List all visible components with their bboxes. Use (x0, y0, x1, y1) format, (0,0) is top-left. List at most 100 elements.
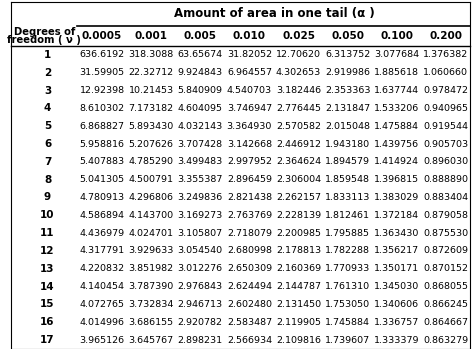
Text: 2.566934: 2.566934 (227, 336, 272, 344)
Text: 4.143700: 4.143700 (128, 211, 173, 220)
Text: 2.920782: 2.920782 (178, 318, 223, 327)
Text: 2.160369: 2.160369 (276, 264, 321, 273)
Text: 1.943180: 1.943180 (325, 140, 370, 149)
Text: 7.173182: 7.173182 (128, 104, 173, 113)
Text: 6.313752: 6.313752 (325, 50, 370, 59)
Text: 10.21453: 10.21453 (128, 86, 173, 95)
Text: 5: 5 (44, 121, 51, 131)
Text: 3.746947: 3.746947 (227, 104, 272, 113)
Text: 3.787390: 3.787390 (128, 282, 174, 291)
Text: 1.533206: 1.533206 (374, 104, 419, 113)
Text: 4.500791: 4.500791 (128, 175, 173, 184)
Text: 31.82052: 31.82052 (227, 50, 272, 59)
Text: 1.753050: 1.753050 (325, 300, 370, 309)
Text: 1.475884: 1.475884 (374, 122, 419, 131)
Text: 63.65674: 63.65674 (178, 50, 223, 59)
Text: 1.770933: 1.770933 (325, 264, 370, 273)
Text: 1.637744: 1.637744 (374, 86, 419, 95)
Text: 3.499483: 3.499483 (178, 157, 223, 166)
Text: 2.144787: 2.144787 (276, 282, 321, 291)
Text: 3.355387: 3.355387 (178, 175, 223, 184)
Text: 6.964557: 6.964557 (227, 68, 272, 77)
Text: 0.870152: 0.870152 (423, 264, 468, 273)
Text: 1.439756: 1.439756 (374, 140, 419, 149)
Text: 318.3088: 318.3088 (128, 50, 174, 59)
Text: 0.875530: 0.875530 (423, 229, 468, 238)
Text: 0.001: 0.001 (135, 31, 168, 41)
Text: 4.014996: 4.014996 (80, 318, 125, 327)
Text: 0.025: 0.025 (282, 31, 315, 41)
Text: 0.863279: 0.863279 (423, 336, 468, 344)
Text: 2.650309: 2.650309 (227, 264, 272, 273)
Text: 2.364624: 2.364624 (276, 157, 321, 166)
Text: Degrees of: Degrees of (14, 27, 75, 37)
Text: 17: 17 (40, 335, 55, 345)
Text: 2.131450: 2.131450 (276, 300, 321, 309)
Text: 0.905703: 0.905703 (423, 140, 468, 149)
Text: 1.376382: 1.376382 (423, 50, 468, 59)
Text: 8: 8 (44, 175, 51, 185)
Text: 0.200: 0.200 (429, 31, 462, 41)
Text: 8.610302: 8.610302 (80, 104, 125, 113)
Text: freedom ( ν ): freedom ( ν ) (7, 35, 81, 45)
Text: 2.583487: 2.583487 (227, 318, 272, 327)
Text: 0.896030: 0.896030 (423, 157, 468, 166)
Text: 1.782288: 1.782288 (325, 246, 370, 255)
Text: 1.894579: 1.894579 (325, 157, 370, 166)
Text: 4.780913: 4.780913 (80, 193, 125, 202)
Text: 4.586894: 4.586894 (80, 211, 125, 220)
Text: 0.005: 0.005 (184, 31, 217, 41)
Text: 3.707428: 3.707428 (178, 140, 223, 149)
Text: 4.604095: 4.604095 (178, 104, 223, 113)
Text: 1.739607: 1.739607 (325, 336, 370, 344)
Text: 22.32712: 22.32712 (128, 68, 173, 77)
Text: 0.888890: 0.888890 (423, 175, 468, 184)
Text: 2.109816: 2.109816 (276, 336, 321, 344)
Text: 1.356217: 1.356217 (374, 246, 419, 255)
Text: 15: 15 (40, 299, 55, 310)
Text: 1.761310: 1.761310 (325, 282, 370, 291)
Text: 7: 7 (44, 157, 51, 167)
Bar (11, 2, 470, 26)
Text: 3.142668: 3.142668 (227, 140, 272, 149)
Text: 4.785290: 4.785290 (128, 157, 173, 166)
Text: 3.012276: 3.012276 (178, 264, 223, 273)
Text: 12.70620: 12.70620 (276, 50, 321, 59)
Text: 1.333379: 1.333379 (374, 336, 419, 344)
Text: 2.228139: 2.228139 (276, 211, 321, 220)
Text: 2.178813: 2.178813 (276, 246, 321, 255)
Text: 2.446912: 2.446912 (276, 140, 321, 149)
Text: 3.169273: 3.169273 (178, 211, 223, 220)
Text: 6: 6 (44, 139, 51, 149)
Text: 3.686155: 3.686155 (128, 318, 173, 327)
Text: 4: 4 (44, 103, 51, 113)
Text: 4.032143: 4.032143 (178, 122, 223, 131)
Text: 12.92398: 12.92398 (80, 86, 125, 95)
Text: 4.317791: 4.317791 (80, 246, 125, 255)
Text: 3.364930: 3.364930 (227, 122, 272, 131)
Text: 6.868827: 6.868827 (80, 122, 125, 131)
Text: 1.745884: 1.745884 (325, 318, 370, 327)
Text: 2.624494: 2.624494 (227, 282, 272, 291)
Text: 3.645767: 3.645767 (128, 336, 173, 344)
Text: 14: 14 (40, 282, 55, 292)
Text: 2.898231: 2.898231 (178, 336, 223, 344)
Text: 9.924843: 9.924843 (178, 68, 223, 77)
Text: 5.407883: 5.407883 (80, 157, 125, 166)
Text: 1.414924: 1.414924 (374, 157, 419, 166)
Text: 2.763769: 2.763769 (227, 211, 272, 220)
Text: 16: 16 (40, 317, 55, 327)
Text: 1.336757: 1.336757 (374, 318, 419, 327)
Text: 5.041305: 5.041305 (80, 175, 125, 184)
Text: 1.372184: 1.372184 (374, 211, 419, 220)
Text: 4.072765: 4.072765 (80, 300, 125, 309)
Text: 11: 11 (40, 228, 55, 238)
Text: 1.363430: 1.363430 (374, 229, 419, 238)
Text: 1.859548: 1.859548 (325, 175, 370, 184)
Text: 2.119905: 2.119905 (276, 318, 321, 327)
Text: 1.795885: 1.795885 (325, 229, 370, 238)
Text: 2.718079: 2.718079 (227, 229, 272, 238)
Text: 3.105807: 3.105807 (178, 229, 223, 238)
Text: 4.024701: 4.024701 (128, 229, 173, 238)
Text: 1.383029: 1.383029 (374, 193, 419, 202)
